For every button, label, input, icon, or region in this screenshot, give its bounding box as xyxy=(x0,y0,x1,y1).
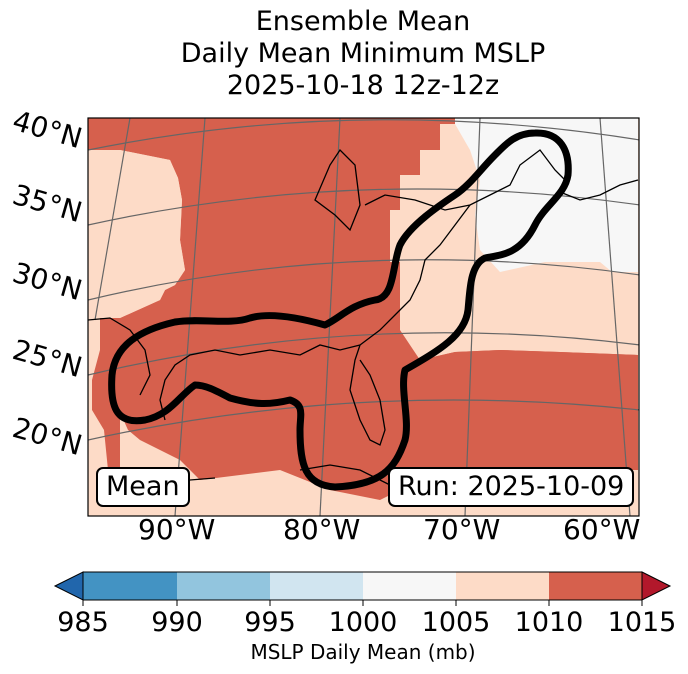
colorbar-tick: 990 xyxy=(151,607,203,638)
mean-label-box: Mean xyxy=(96,467,190,507)
contour-outline xyxy=(108,129,572,491)
colorbar-tick: 985 xyxy=(57,607,109,638)
colorbar-label: MSLP Daily Mean (mb) xyxy=(250,640,476,664)
title-line-3: 2025-10-18 12z-12z xyxy=(226,70,500,101)
lon-label-80: 80°W xyxy=(283,513,361,546)
colorbar-bar xyxy=(53,571,672,606)
colorbar-segment xyxy=(363,572,456,600)
lon-label-70: 70°W xyxy=(423,513,501,546)
lon-label-90: 90°W xyxy=(138,513,216,546)
colorbar-tick: 1010 xyxy=(514,607,584,638)
colorbar-segment xyxy=(270,572,363,600)
colorbar-tick: 1000 xyxy=(328,607,398,638)
graticule xyxy=(88,118,639,516)
colorbar-tick: 1005 xyxy=(421,607,491,638)
title-line-1: Ensemble Mean xyxy=(255,6,471,37)
run-date-box: Run: 2025-10-09 xyxy=(388,467,635,507)
colorbar-extend-low xyxy=(53,571,84,601)
band-1005-1010-west xyxy=(88,150,185,318)
colorbar-segment xyxy=(549,572,642,600)
colorbar-segment xyxy=(83,572,177,600)
colorbar-segment xyxy=(177,572,270,600)
colorbar-tick: 995 xyxy=(244,607,296,638)
map-border xyxy=(87,117,640,517)
colorbar-tick: 1015 xyxy=(607,607,677,638)
title-line-2: Daily Mean Minimum MSLP xyxy=(180,38,546,69)
colorbar-extend-high xyxy=(641,571,672,601)
lon-label-60: 60°W xyxy=(563,513,641,546)
colorbar-segment xyxy=(456,572,549,600)
